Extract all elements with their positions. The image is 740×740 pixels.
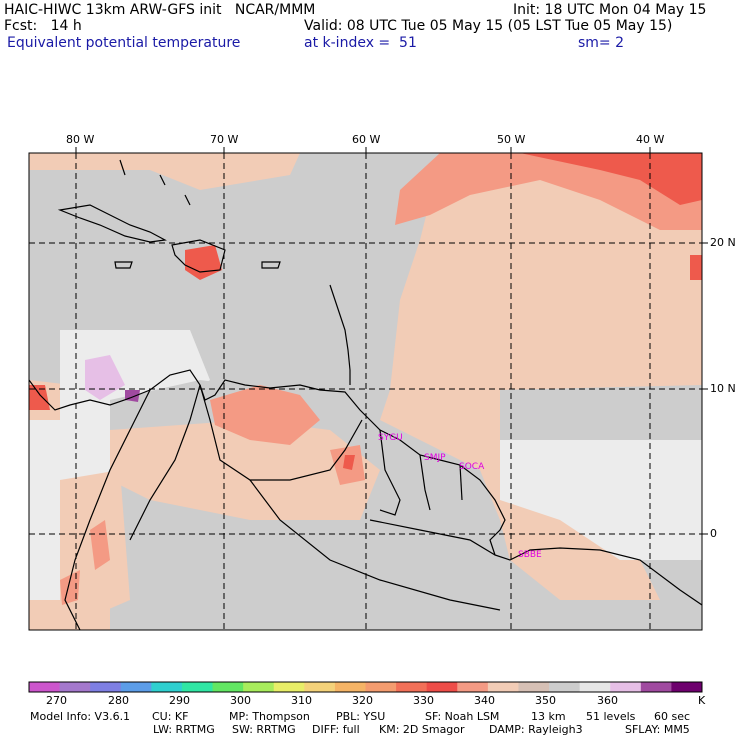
footer-resolution: 13 km bbox=[531, 710, 566, 723]
forecast-hour: Fcst: 14 h bbox=[4, 18, 82, 34]
lon-label-40w: 40 W bbox=[636, 133, 665, 146]
colorbar-swatch bbox=[304, 682, 336, 692]
lat-label-20n: 20 N bbox=[710, 236, 736, 249]
station-label-soca: SOCA bbox=[459, 462, 485, 472]
level-info: at k-index = 51 bbox=[304, 35, 417, 51]
footer-diff: DIFF: full bbox=[312, 723, 360, 736]
lon-label-60w: 60 W bbox=[352, 133, 381, 146]
lat-lon-grid bbox=[29, 153, 702, 630]
colorbar-tick-290: 290 bbox=[169, 694, 190, 707]
footer-timestep: 60 sec bbox=[654, 710, 691, 723]
lon-label-50w: 50 W bbox=[497, 133, 526, 146]
coastlines bbox=[29, 159, 702, 630]
colorbar-swatch bbox=[610, 682, 642, 692]
colorbar-swatch bbox=[90, 682, 122, 692]
colorbar-tick-330: 330 bbox=[413, 694, 434, 707]
colorbar-swatch bbox=[396, 682, 428, 692]
colorbar-tick-300: 300 bbox=[230, 694, 251, 707]
footer-pbl: PBL: YSU bbox=[336, 710, 386, 723]
colorbar-swatch bbox=[151, 682, 183, 692]
colorbar-swatch bbox=[59, 682, 91, 692]
colorbar-tick-310: 310 bbox=[291, 694, 312, 707]
lon-label-80w: 80 W bbox=[66, 133, 95, 146]
colorbar-swatch bbox=[365, 682, 397, 692]
colorbar-tick-280: 280 bbox=[108, 694, 129, 707]
footer-km: KM: 2D Smagor bbox=[379, 723, 465, 736]
colorbar-swatch bbox=[334, 682, 366, 692]
colorbar-tick-350: 350 bbox=[535, 694, 556, 707]
colorbar-swatch bbox=[579, 682, 611, 692]
footer-cu: CU: KF bbox=[152, 710, 189, 723]
colorbar-swatch bbox=[640, 682, 672, 692]
colorbar-swatch bbox=[181, 682, 214, 692]
axis-ticks bbox=[75, 147, 708, 535]
equivalent-potential-temperature-field bbox=[29, 153, 702, 630]
colorbar-swatch bbox=[243, 682, 275, 692]
colorbar-swatch bbox=[426, 682, 458, 692]
footer-lw: LW: RRTMG bbox=[153, 723, 215, 736]
footer-damp: DAMP: Rayleigh3 bbox=[489, 723, 583, 736]
colorbar-swatch bbox=[671, 682, 703, 692]
footer-levels: 51 levels bbox=[586, 710, 636, 723]
footer-mp: MP: Thompson bbox=[229, 710, 310, 723]
footer-sf: SF: Noah LSM bbox=[425, 710, 500, 723]
station-label-smjp: SMJP bbox=[424, 453, 446, 463]
colorbar-swatch bbox=[273, 682, 305, 692]
colorbar-swatch bbox=[549, 682, 581, 692]
colorbar-tick-320: 320 bbox=[352, 694, 373, 707]
colorbar-unit: K bbox=[698, 694, 706, 707]
footer-sw: SW: RRTMG bbox=[232, 723, 296, 736]
colorbar-swatch bbox=[29, 682, 61, 692]
lat-label-10n: 10 N bbox=[710, 382, 736, 395]
colorbar-swatch bbox=[518, 682, 550, 692]
field-name: Equivalent potential temperature bbox=[7, 35, 241, 51]
station-label-sbbe: SBBE bbox=[518, 550, 542, 560]
lat-label-0: 0 bbox=[710, 527, 717, 540]
colorbar-swatch bbox=[120, 682, 152, 692]
colorbar-tick-360: 360 bbox=[597, 694, 618, 707]
lon-label-70w: 70 W bbox=[210, 133, 239, 146]
smoothing-info: sm= 2 bbox=[578, 35, 625, 51]
footer-model-info: Model Info: V3.6.1 bbox=[30, 710, 131, 723]
valid-time: Valid: 08 UTC Tue 05 May 15 (05 LST Tue … bbox=[304, 18, 673, 34]
station-label-sygu: SYGU bbox=[378, 433, 403, 443]
colorbar-swatch bbox=[487, 682, 519, 692]
init-time: Init: 18 UTC Mon 04 May 15 bbox=[513, 2, 707, 18]
map-panel bbox=[28, 147, 708, 631]
model-title: HAIC-HIWC 13km ARW-GFS init NCAR/MMM bbox=[4, 2, 316, 18]
footer-sflay: SFLAY: MM5 bbox=[625, 723, 690, 736]
colorbar-tick-270: 270 bbox=[46, 694, 67, 707]
colorbar-swatch bbox=[212, 682, 244, 692]
colorbar-swatch bbox=[457, 682, 489, 692]
colorbar-tick-340: 340 bbox=[474, 694, 495, 707]
